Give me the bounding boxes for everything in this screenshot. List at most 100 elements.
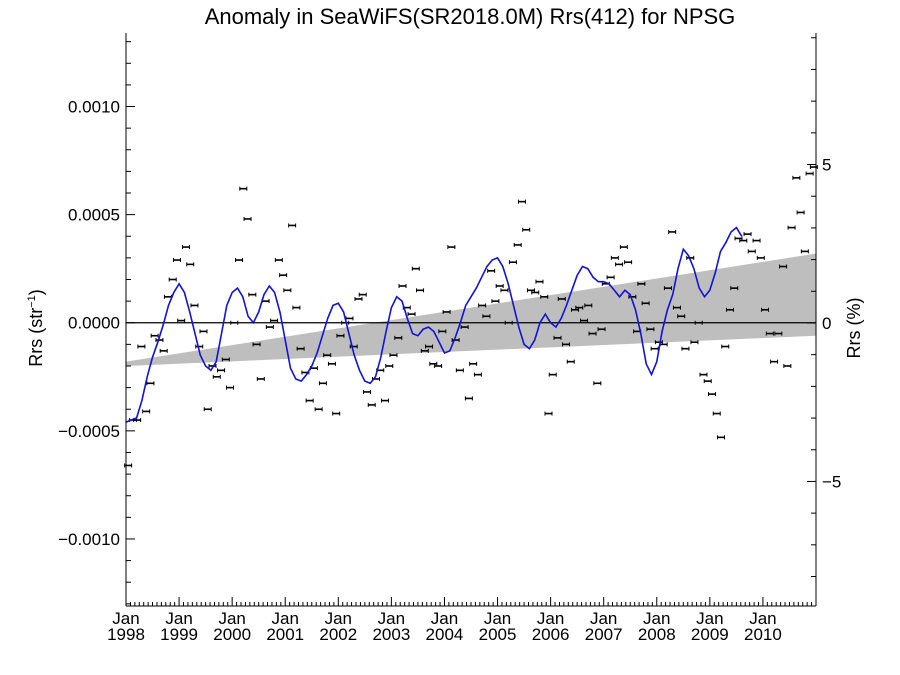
- anomaly-point: [305, 398, 314, 403]
- anomaly-point: [367, 402, 376, 407]
- anomaly-point: [562, 342, 571, 347]
- anomaly-point: [690, 340, 699, 345]
- y-axis-left-title-close: ): [26, 289, 46, 295]
- anomaly-point: [407, 312, 416, 317]
- anomaly-point: [217, 368, 226, 373]
- x-tick-label-month: Jan: [325, 609, 352, 628]
- anomaly-point: [734, 236, 743, 241]
- anomaly-point: [177, 318, 186, 323]
- anomaly-point: [478, 303, 487, 308]
- anomaly-point: [354, 296, 363, 301]
- y-axis-right-title: Rrs (%): [844, 298, 864, 359]
- anomaly-point: [265, 325, 274, 330]
- anomaly-point: [641, 301, 650, 306]
- x-tick-label-year: 1998: [107, 625, 145, 644]
- anomaly-point: [730, 286, 739, 291]
- anomaly-point: [619, 245, 628, 250]
- anomaly-point: [646, 327, 655, 332]
- anomaly-point: [208, 363, 217, 368]
- anomaly-point: [221, 357, 230, 362]
- smoothed-series-layer: [125, 226, 743, 423]
- anomaly-point: [469, 361, 478, 366]
- x-tick-label-year: 2007: [585, 625, 623, 644]
- anomaly-point: [491, 299, 500, 304]
- anomaly-point: [416, 288, 425, 293]
- anomaly-point: [504, 320, 513, 325]
- anomaly-point: [190, 303, 199, 308]
- anomaly-point: [544, 411, 553, 416]
- anomaly-point: [500, 288, 509, 293]
- anomaly-point: [526, 288, 535, 293]
- anomaly-point: [761, 307, 770, 312]
- anomaly-point: [677, 314, 686, 319]
- x-tick-label-year: 2004: [426, 625, 464, 644]
- anomaly-point: [707, 392, 716, 397]
- anomaly-point: [137, 344, 146, 349]
- anomaly-point: [270, 318, 279, 323]
- anomaly-point: [332, 411, 341, 416]
- y-right-tick-label: 5: [822, 156, 831, 175]
- anomaly-point: [739, 238, 748, 243]
- anomaly-point: [274, 258, 283, 263]
- anomaly-point: [756, 255, 765, 260]
- x-tick-label-year: 2010: [744, 625, 782, 644]
- anomaly-point: [447, 245, 456, 250]
- anomaly-point: [323, 353, 332, 358]
- x-tick-label-year: 2006: [532, 625, 570, 644]
- anomaly-point: [398, 283, 407, 288]
- x-tick-label-year: 2009: [691, 625, 729, 644]
- x-tick-label-month: Jan: [112, 609, 139, 628]
- anomaly-point: [442, 309, 451, 314]
- smoothed-anomaly-line: [125, 226, 743, 423]
- anomaly-point: [747, 249, 756, 254]
- anomaly-point: [314, 407, 323, 412]
- x-tick-label-year: 2001: [266, 625, 304, 644]
- y-left-tick-label: 0.0010: [68, 98, 120, 117]
- anomaly-point: [566, 359, 575, 364]
- anomaly-point: [805, 171, 814, 176]
- anomaly-point: [362, 389, 371, 394]
- trend-confidence-band: [126, 253, 816, 366]
- anomaly-point: [155, 338, 164, 343]
- anomaly-point: [438, 329, 447, 334]
- anomaly-point: [455, 368, 464, 373]
- anomaly-point: [681, 346, 690, 351]
- x-tick-label-month: Jan: [696, 609, 723, 628]
- anomaly-point: [389, 353, 398, 358]
- anomaly-point: [420, 348, 429, 353]
- axes-layer: [125, 33, 817, 607]
- y-left-tick-label: −0.0005: [58, 422, 120, 441]
- anomaly-point: [663, 286, 672, 291]
- anomaly-point: [482, 314, 491, 319]
- anomaly-point: [425, 344, 434, 349]
- anomaly-point: [610, 255, 619, 260]
- anomaly-point: [522, 227, 531, 232]
- anomaly-point: [336, 333, 345, 338]
- anomaly-point: [637, 281, 646, 286]
- anomaly-point: [230, 320, 239, 325]
- anomaly-point: [779, 264, 788, 269]
- anomaly-point: [159, 348, 168, 353]
- anomaly-point: [712, 411, 721, 416]
- anomaly-point: [699, 372, 708, 377]
- anomaly-point: [226, 385, 235, 390]
- y-right-tick-label: 0: [822, 314, 831, 333]
- anomaly-point: [606, 275, 615, 280]
- anomaly-point: [783, 363, 792, 368]
- anomaly-point: [195, 344, 204, 349]
- x-tick-label-month: Jan: [431, 609, 458, 628]
- anomaly-point: [252, 342, 261, 347]
- anomaly-point: [146, 381, 155, 386]
- y-left-tick-label: 0.0005: [68, 206, 120, 225]
- anomaly-point: [212, 374, 221, 379]
- anomaly-point: [624, 260, 633, 265]
- anomaly-point: [743, 232, 752, 237]
- anomaly-point: [283, 288, 292, 293]
- anomaly-point: [575, 305, 584, 310]
- anomaly-point: [248, 292, 257, 297]
- y-axis-left-title: Rrs (str−1): [26, 289, 46, 367]
- anomaly-point: [654, 340, 663, 345]
- anomaly-point: [358, 292, 367, 297]
- anomaly-point: [473, 372, 482, 377]
- x-tick-label-year: 2003: [372, 625, 410, 644]
